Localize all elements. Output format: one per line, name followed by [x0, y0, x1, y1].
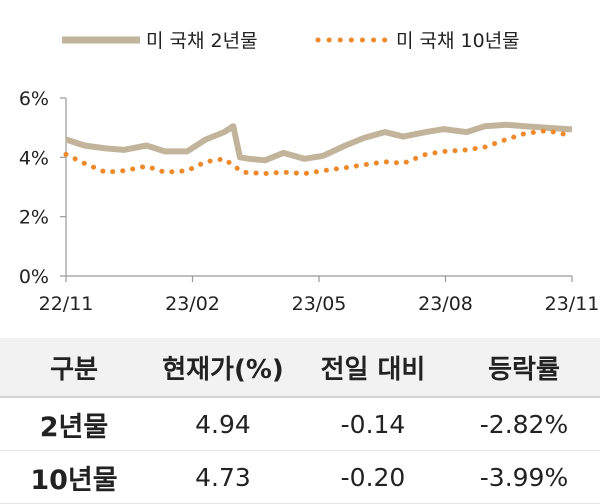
table-row: 10년물 4.73 -0.20 -3.99% [0, 450, 600, 504]
header-change: 전일 대비 [298, 338, 448, 398]
current-value: 4.94 [148, 397, 298, 451]
x-tick-label: 23/11 [545, 293, 600, 315]
x-tick-label: 23/02 [165, 293, 220, 315]
series-line-2y [65, 121, 573, 164]
legend-label-2y: 미 국채 2년물 [146, 30, 258, 52]
series-line-10y [63, 128, 575, 177]
change-value: -0.20 [298, 450, 448, 504]
legend: 미 국채 2년물 미 국채 10년물 [62, 30, 520, 52]
y-tick-label: 6% [19, 88, 49, 110]
legend-label-10y: 미 국채 10년물 [396, 30, 520, 52]
header-current: 현재가(%) [148, 338, 298, 398]
row-label: 10년물 [0, 450, 148, 504]
rate-value: -3.99% [448, 450, 600, 504]
current-value: 4.73 [148, 450, 298, 504]
header-category: 구분 [0, 338, 148, 398]
row-label: 2년물 [0, 397, 148, 451]
table-header-row: 구분 현재가(%) 전일 대비 등락률 [0, 338, 600, 398]
change-value: -0.14 [298, 397, 448, 451]
yield-table: 구분 현재가(%) 전일 대비 등락률 2년물 4.94 -0.14 -2.82… [0, 338, 600, 504]
x-tick-label: 22/11 [39, 293, 94, 315]
x-tick-label: 23/05 [292, 293, 347, 315]
y-tick-label: 4% [19, 147, 49, 169]
yield-chart: 미 국채 2년물 미 국채 10년물 0% 2% 4% 6% 22/11 23/02 23… [19, 30, 600, 315]
header-rate: 등락률 [448, 338, 600, 398]
y-tick-label: 2% [19, 207, 49, 229]
y-tick-label: 0% [19, 266, 49, 288]
table-row: 2년물 4.94 -0.14 -2.82% [0, 397, 600, 451]
rate-value: -2.82% [448, 397, 600, 451]
x-tick-label: 23/08 [418, 293, 473, 315]
